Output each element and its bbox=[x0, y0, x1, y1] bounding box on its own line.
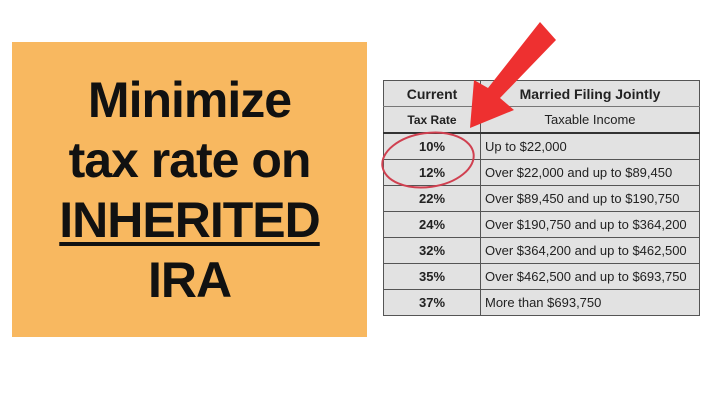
red-arrow-icon bbox=[470, 22, 556, 128]
income-range-cell: Over $364,200 and up to $462,500 bbox=[480, 237, 700, 264]
tax-rate-cell: 10% bbox=[383, 132, 481, 160]
income-range-cell: Over $89,450 and up to $190,750 bbox=[480, 185, 700, 212]
income-range-cell: Over $190,750 and up to $364,200 bbox=[480, 211, 700, 238]
promo-line: tax rate on bbox=[68, 131, 312, 188]
tax-rate-cell: 12% bbox=[383, 159, 481, 186]
table-row: 37% More than $693,750 bbox=[383, 289, 700, 316]
header-filing-status: Married Filing Jointly bbox=[480, 80, 700, 107]
income-range-cell: Up to $22,000 bbox=[480, 132, 700, 160]
tax-rate-cell: 32% bbox=[383, 237, 481, 264]
promo-line: IRA bbox=[147, 251, 232, 308]
income-range-cell: Over $22,000 and up to $89,450 bbox=[480, 159, 700, 186]
promo-line: INHERITED bbox=[59, 191, 320, 248]
table-header-row: Tax Rate Taxable Income bbox=[383, 106, 700, 134]
tax-rate-cell: 24% bbox=[383, 211, 481, 238]
table-row: 12% Over $22,000 and up to $89,450 bbox=[383, 159, 700, 186]
tax-bracket-table: Current Married Filing Jointly Tax Rate … bbox=[383, 80, 700, 316]
table-row: 22% Over $89,450 and up to $190,750 bbox=[383, 185, 700, 212]
income-range-cell: More than $693,750 bbox=[480, 289, 700, 316]
header-current: Current bbox=[383, 80, 481, 107]
highlight-circle bbox=[381, 131, 475, 189]
table-header-row: Current Married Filing Jointly bbox=[383, 80, 700, 107]
promo-banner: Minimize tax rate on INHERITED IRA bbox=[12, 42, 367, 337]
promo-line: Minimize bbox=[87, 71, 292, 128]
tax-rate-cell: 37% bbox=[383, 289, 481, 316]
header-taxable-income: Taxable Income bbox=[480, 106, 700, 134]
table-row: 32% Over $364,200 and up to $462,500 bbox=[383, 237, 700, 264]
table-row: 10% Up to $22,000 bbox=[383, 132, 700, 160]
table-row: 24% Over $190,750 and up to $364,200 bbox=[383, 211, 700, 238]
